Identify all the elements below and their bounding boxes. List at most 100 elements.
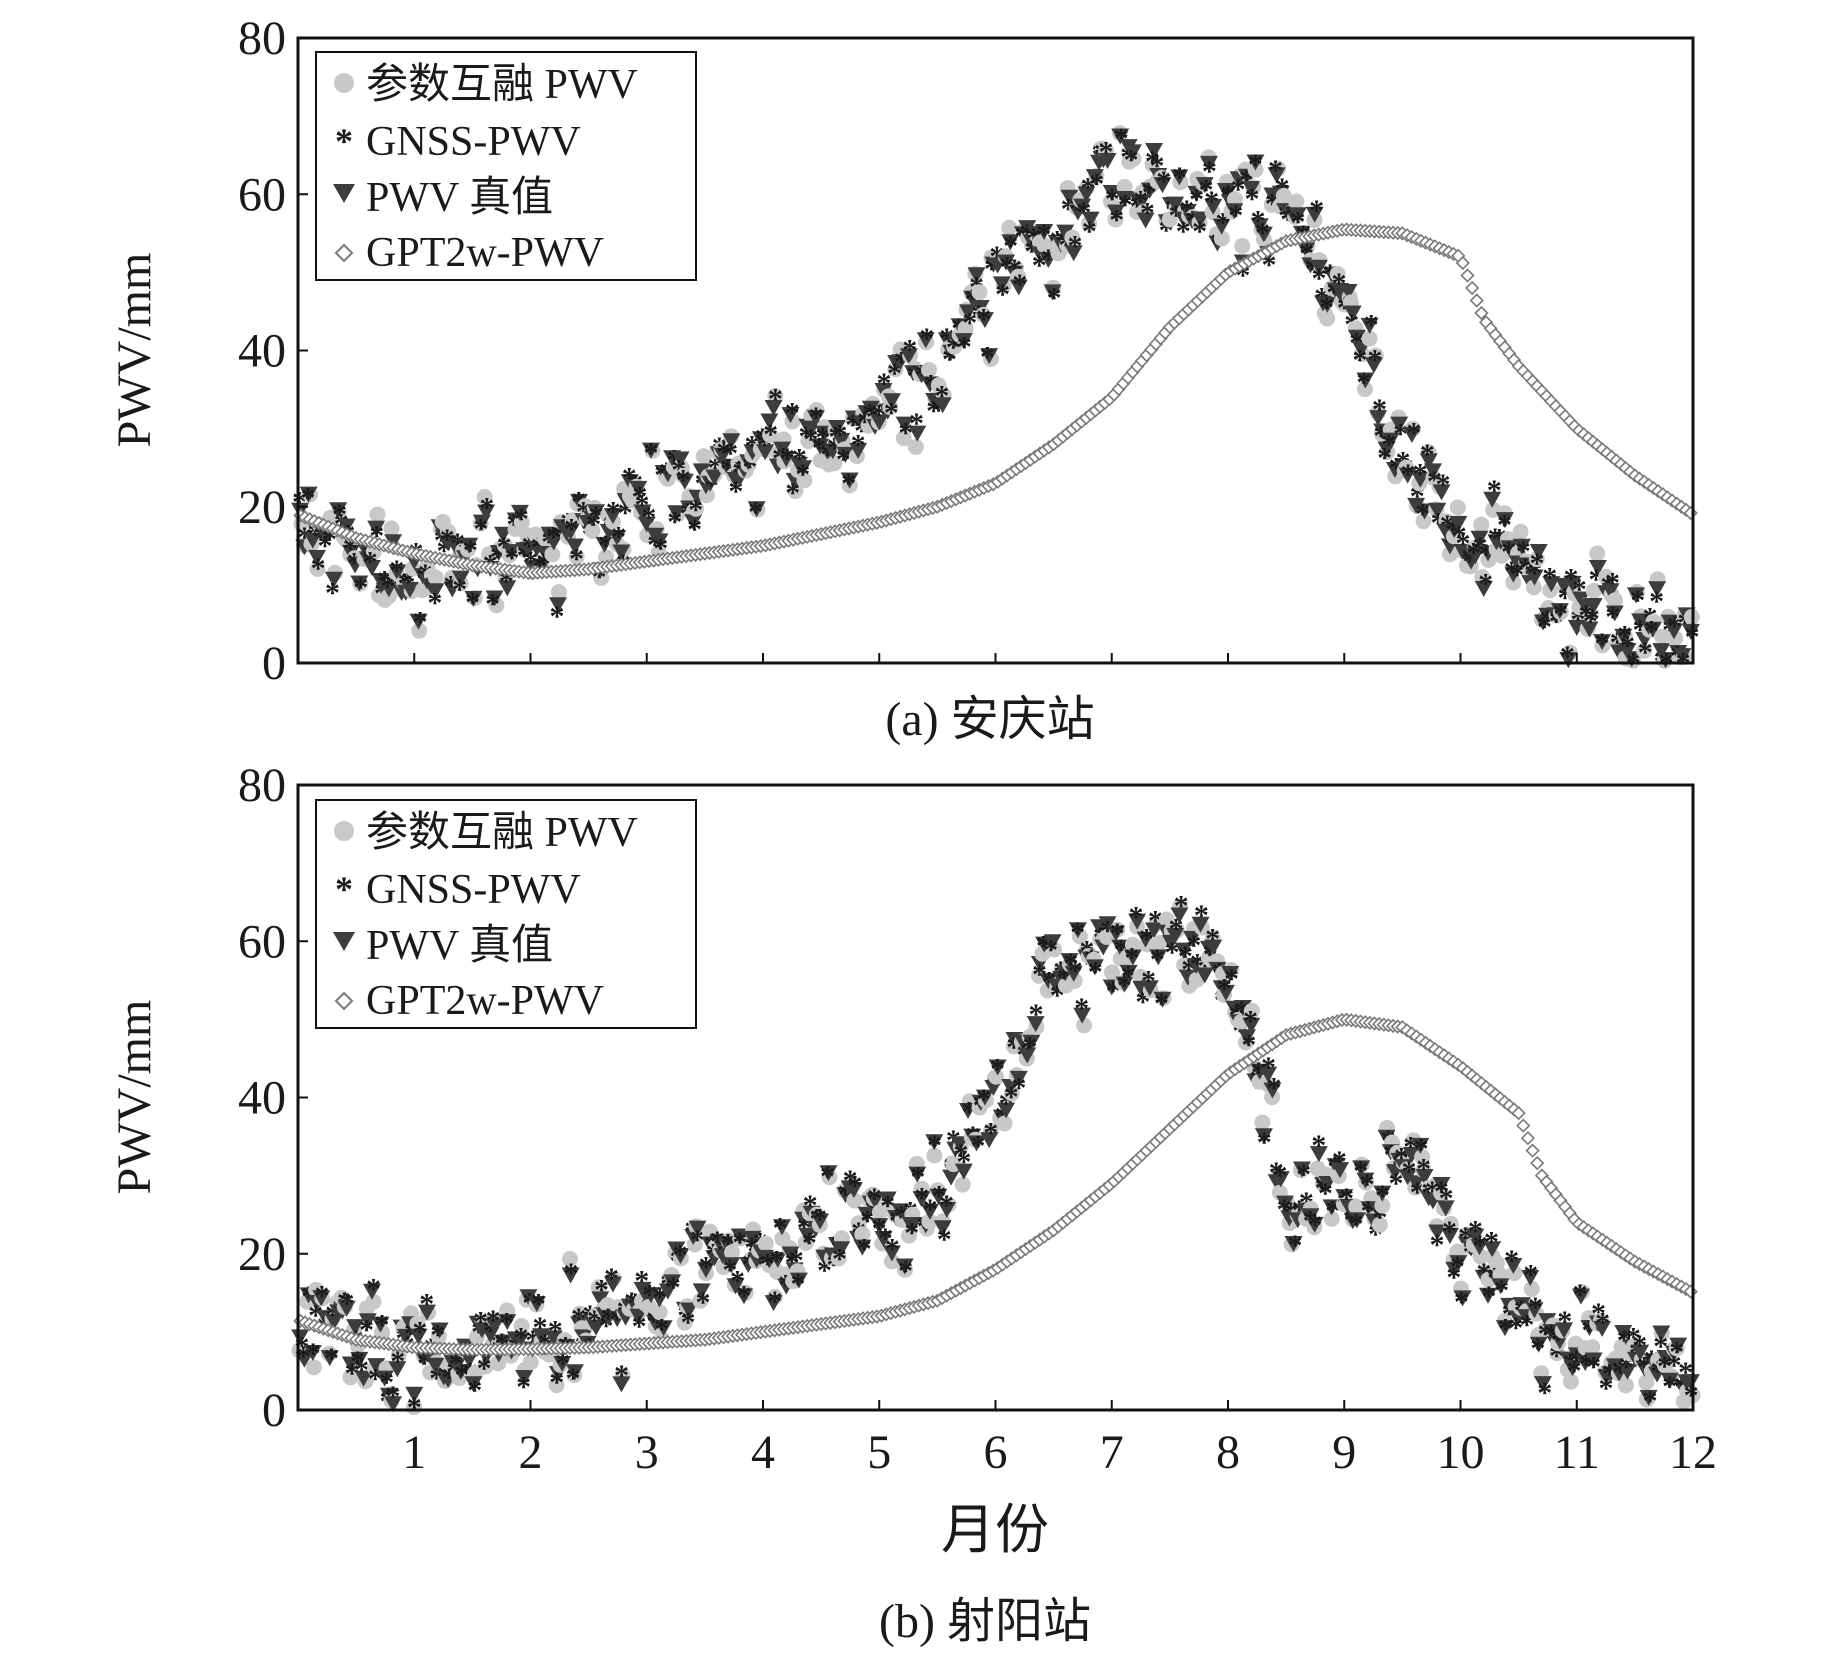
pwv-truth-point	[1081, 211, 1100, 228]
gpt2w-pwv-point	[1464, 280, 1480, 296]
pwv-truth-point	[959, 304, 978, 321]
gnss-pwv-point: *	[1537, 1377, 1552, 1410]
gnss-pwv-point: *	[566, 1362, 581, 1395]
pwv-truth-point	[671, 451, 690, 468]
gnss-pwv-point: *	[1047, 282, 1062, 315]
gnss-pwv-point: *	[340, 1287, 355, 1320]
gnss-pwv-point: *	[773, 1211, 788, 1244]
pwv-truth-point	[705, 469, 724, 486]
fused-pwv-point	[1234, 237, 1251, 254]
gnss-pwv-point: *	[374, 1309, 389, 1342]
gnss-pwv-point: *	[737, 1280, 752, 1313]
pwv-truth-point	[426, 583, 445, 600]
pwv-truth-point	[764, 400, 783, 417]
gnss-pwv-point: *	[1156, 165, 1171, 198]
gnss-pwv-point: *	[989, 240, 1004, 273]
pwv-truth-point	[1170, 169, 1189, 186]
gnss-pwv-point: *	[644, 436, 659, 469]
gnss-pwv-point: *	[1118, 188, 1133, 221]
x-tick-label: 12	[1669, 1426, 1717, 1479]
gnss-pwv-point: *	[785, 477, 800, 510]
pwv-truth-point	[1123, 144, 1142, 161]
pwv-truth-point	[1166, 196, 1185, 213]
pwv-truth-point	[975, 312, 994, 329]
pwv-truth-point	[612, 544, 631, 561]
pwv-truth-point	[756, 444, 775, 461]
pwv-truth-point	[1145, 143, 1164, 160]
anqing-legend: 参数互融 PWV * GNSS-PWV PWV 真值 GPT2w-PWV	[315, 51, 697, 281]
gnss-pwv-point: *	[1140, 197, 1155, 230]
y-tick-label: 20	[238, 1228, 286, 1281]
pwv-truth-point	[641, 442, 660, 459]
gnss-pwv-point: *	[812, 1203, 827, 1236]
gnss-pwv-point: *	[1542, 562, 1557, 595]
gnss-pwv-point: *	[902, 334, 917, 367]
gnss-pwv-point: *	[667, 505, 682, 538]
pwv-truth-point	[992, 276, 1011, 293]
y-tick-label: 40	[238, 325, 286, 378]
x-tick-label: 10	[1437, 1426, 1485, 1479]
gnss-pwv-point: *	[688, 494, 703, 527]
pwv-truth-point	[485, 590, 504, 607]
gnss-pwv-point: *	[937, 1223, 952, 1256]
gnss-pwv-point: *	[311, 552, 326, 585]
fused-pwv-point	[544, 546, 561, 563]
fused-pwv-point	[1116, 178, 1133, 195]
gnss-pwv-point: *	[1487, 474, 1502, 507]
gnss-pwv-point: *	[1082, 215, 1097, 248]
fused-pwv-point	[954, 1176, 971, 1193]
x-tick-label: 9	[1332, 1426, 1356, 1479]
pwv-truth-point	[477, 504, 496, 521]
gnss-pwv-point: *	[1154, 987, 1169, 1020]
panel-anqing: ****************************************…	[108, 12, 1700, 746]
pwv-truth-point	[362, 559, 381, 576]
x-tick-label: 1	[402, 1426, 426, 1479]
fused-pwv-point	[1161, 211, 1178, 228]
fused-pwv-point	[383, 520, 400, 537]
gnss-pwv-point: *	[980, 340, 995, 373]
gnss-pwv-point: *	[1478, 567, 1493, 600]
gnss-pwv-point: *	[939, 1189, 954, 1222]
x-tick-label: 6	[984, 1426, 1008, 1479]
gnss-pwv-point: *	[1684, 1379, 1699, 1412]
pwv-truth-point	[954, 333, 973, 350]
pwv-truth-point	[684, 514, 703, 531]
legend-truth-label: PWV 真值	[366, 175, 553, 221]
pwv-truth-point	[1064, 245, 1083, 262]
pwv-truth-point	[308, 549, 327, 566]
pwv-truth-point	[1098, 153, 1117, 170]
fused-pwv-point	[971, 284, 988, 301]
gnss-pwv-point: *	[1267, 1072, 1282, 1105]
fused-pwv-point	[369, 506, 386, 523]
pwv-truth-point	[388, 564, 407, 581]
pwv-truth-point	[1077, 186, 1096, 203]
gnss-pwv-point: *	[820, 1160, 835, 1193]
gnss-pwv-point: *	[353, 571, 368, 604]
gnss-pwv-point: *	[325, 576, 340, 609]
gnss-pwv-point: *	[1124, 143, 1139, 176]
gpt2w-pwv-point	[1525, 1143, 1540, 1158]
pwv-truth-point	[849, 442, 868, 459]
fused-pwv-point	[921, 361, 938, 378]
y-tick-label: 0	[262, 637, 286, 690]
pwv-truth-point	[464, 590, 483, 607]
gnss-pwv-point: *	[1309, 194, 1324, 227]
gnss-pwv-point: *	[363, 546, 378, 579]
pwv-truth-point	[980, 348, 999, 365]
pwv-truth-point	[882, 393, 901, 410]
gnss-pwv-point: *	[934, 380, 949, 413]
fused-pwv-point	[309, 560, 326, 577]
fused-pwv-point	[695, 448, 712, 465]
fused-pwv-point	[1064, 229, 1081, 246]
pwv-truth-point	[997, 254, 1016, 271]
gnss-pwv-point: *	[1643, 1385, 1658, 1418]
gnss-pwv-point: *	[791, 1267, 806, 1300]
gnss-pwv-point: *	[1435, 468, 1450, 501]
pwv-truth-point	[1111, 128, 1130, 145]
sheyang-caption: (b) 射阳站	[879, 1595, 1091, 1648]
y-tick-label: 60	[238, 168, 286, 221]
gnss-pwv-point: *	[748, 495, 763, 528]
pwv-truth-point	[299, 486, 318, 503]
gnss-pwv-point: *	[1332, 1145, 1347, 1178]
gnss-pwv-point: *	[1074, 992, 1089, 1025]
